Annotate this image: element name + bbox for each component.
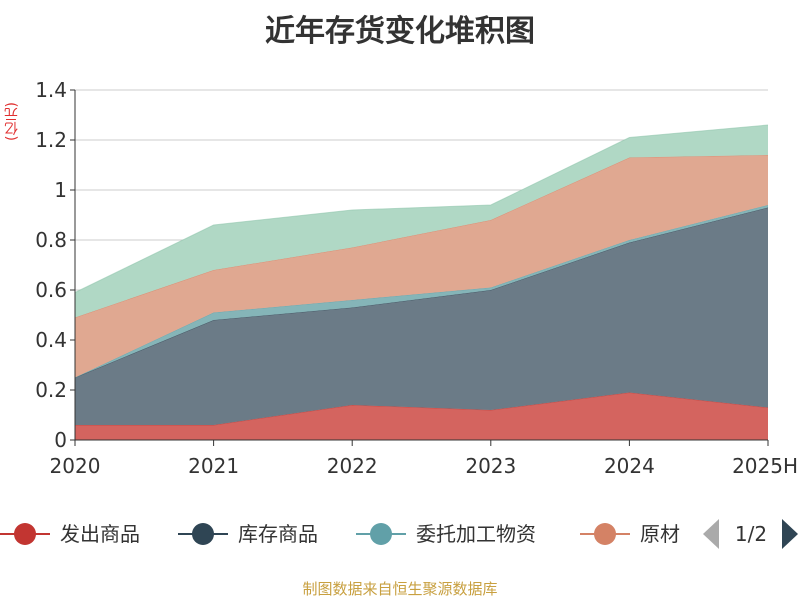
legend-label: 库存商品 [238,522,318,546]
area-series-5 [75,125,768,318]
area-series-line-5 [74,124,769,293]
y-tick-label: 0.2 [35,378,67,402]
axes: 0 0.2 0.4 0.6 0.8 1 1.2 1.4 2020 2021 2022 2023 2024… [35,78,798,478]
legend-label: 发出商品 [60,522,140,546]
chart-title: 近年存货变化堆积图 [265,14,535,49]
area-series-layer [74,124,769,440]
source-note: 制图数据来自恒生聚源数据库 [302,580,498,598]
legend-label: 委托加工物资 [416,522,536,546]
y-tick-label: 1.4 [35,78,67,102]
legend-next-page-icon[interactable] [782,519,798,549]
x-tick-label: 2025H [732,454,798,478]
legend-item[interactable]: 原材 [580,522,680,546]
legend-item[interactable]: 发出商品 [0,522,140,546]
legend-page-indicator: 1/2 [735,522,767,546]
y-tick-label: 1 [54,178,67,202]
x-tick-label: 2022 [327,454,378,478]
legend: 发出商品 库存商品 委托加工物资 原材 1/2 [0,519,798,549]
legend-item[interactable]: 库存商品 [178,522,318,546]
y-tick-label: 0.6 [35,278,67,302]
legend-items: 发出商品 库存商品 委托加工物资 原材 [0,522,680,546]
legend-marker [192,523,214,545]
y-tick-label: 0.8 [35,228,67,252]
area-series-4 [75,155,768,378]
x-tick-label: 2024 [604,454,655,478]
x-tick-label: 2020 [50,454,101,478]
legend-marker [370,523,392,545]
y-tick-label: 0 [54,428,67,452]
legend-label: 原材 [640,522,680,546]
y-tick-label: 0.4 [35,328,67,352]
y-tick-label: 1.2 [35,128,67,152]
x-tick-label: 2023 [465,454,516,478]
area-series-2 [75,207,768,425]
legend-item[interactable]: 委托加工物资 [356,522,536,546]
area-series-1 [75,392,768,440]
legend-marker [14,523,36,545]
legend-marker [594,523,616,545]
legend-prev-page-icon[interactable] [703,519,719,549]
x-tick-label: 2021 [188,454,239,478]
